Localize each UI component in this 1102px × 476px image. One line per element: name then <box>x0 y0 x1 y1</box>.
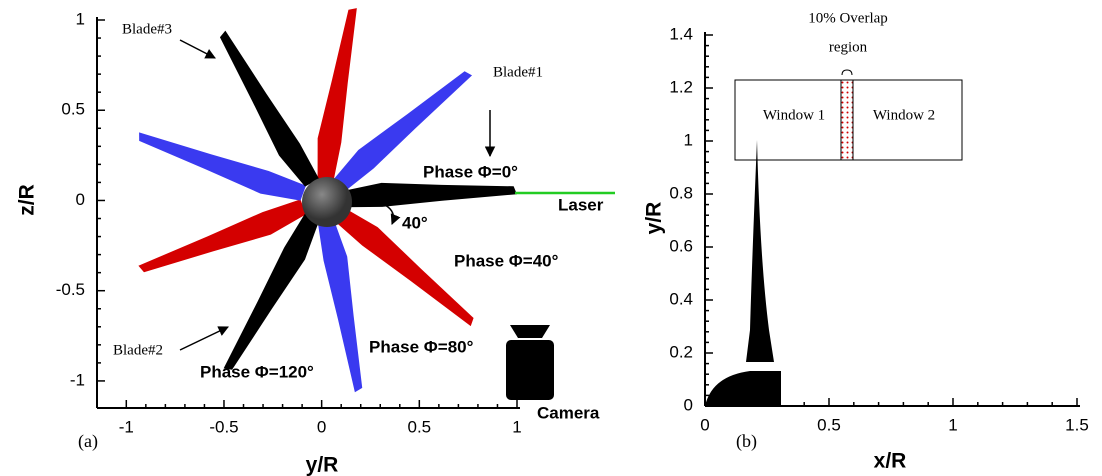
arrow <box>179 39 216 59</box>
window-label: Window 1 <box>763 107 825 123</box>
blade-profile <box>705 140 781 406</box>
y-tick-label: -0.5 <box>56 280 85 299</box>
x-tick-label: -0.5 <box>209 417 238 436</box>
overlap-region <box>840 79 854 161</box>
x-axis-label: x/R <box>874 450 907 473</box>
y-tick-label: 0.4 <box>669 289 693 308</box>
phase-label: Phase Φ=0° <box>423 162 518 181</box>
x-tick-label: 0 <box>700 415 709 434</box>
y-axis-label: y/R <box>643 202 666 235</box>
overlap-label: 10% Overlap <box>808 10 888 26</box>
rotor <box>133 5 518 394</box>
laser-label: Laser <box>558 195 604 214</box>
phase-label: Phase Φ=80° <box>369 337 474 356</box>
phase-label: Phase Φ=40° <box>454 251 559 270</box>
blade-label: Blade#2 <box>113 342 163 358</box>
phase-label: Phase Φ=120° <box>200 362 314 381</box>
brace <box>841 69 853 76</box>
x-tick-label: 0.5 <box>817 415 841 434</box>
camera-icon <box>506 325 554 400</box>
x-axis-label: y/R <box>306 454 339 476</box>
y-tick-label: 0.8 <box>669 183 693 202</box>
y-tick-label: 1.2 <box>669 77 693 96</box>
x-tick-label: 1 <box>512 417 521 436</box>
x-tick-label: -1 <box>119 417 134 436</box>
angle-label: 40° <box>402 213 428 232</box>
angle-arrow <box>384 204 401 225</box>
y-tick-label: 1 <box>76 9 85 28</box>
y-tick-label: 0.6 <box>669 236 693 255</box>
x-tick-label: 1.5 <box>1065 415 1089 434</box>
overlap-label: region <box>829 39 868 55</box>
y-axis-label: z/R <box>16 184 39 216</box>
y-tick-label: -1 <box>70 370 85 389</box>
x-tick-label: 1 <box>948 415 957 434</box>
panel-label: (a) <box>78 431 98 452</box>
y-tick-label: 0.5 <box>61 100 85 119</box>
y-tick-label: 1.4 <box>669 24 693 43</box>
y-tick-label: 0.2 <box>669 342 693 361</box>
y-tick-label: 0 <box>684 395 693 414</box>
y-tick-label: 0 <box>76 190 85 209</box>
y-tick-label: 1 <box>684 130 693 149</box>
arrow <box>179 326 229 351</box>
camera-label: Camera <box>537 403 600 422</box>
window-label: Window 2 <box>873 107 935 123</box>
blade-label: Blade#1 <box>493 64 543 80</box>
x-tick-label: 0.5 <box>408 417 432 436</box>
x-tick-label: 0 <box>317 417 326 436</box>
hub <box>302 177 352 227</box>
blade-label: Blade#3 <box>122 21 172 37</box>
panel-label: (b) <box>736 431 757 452</box>
